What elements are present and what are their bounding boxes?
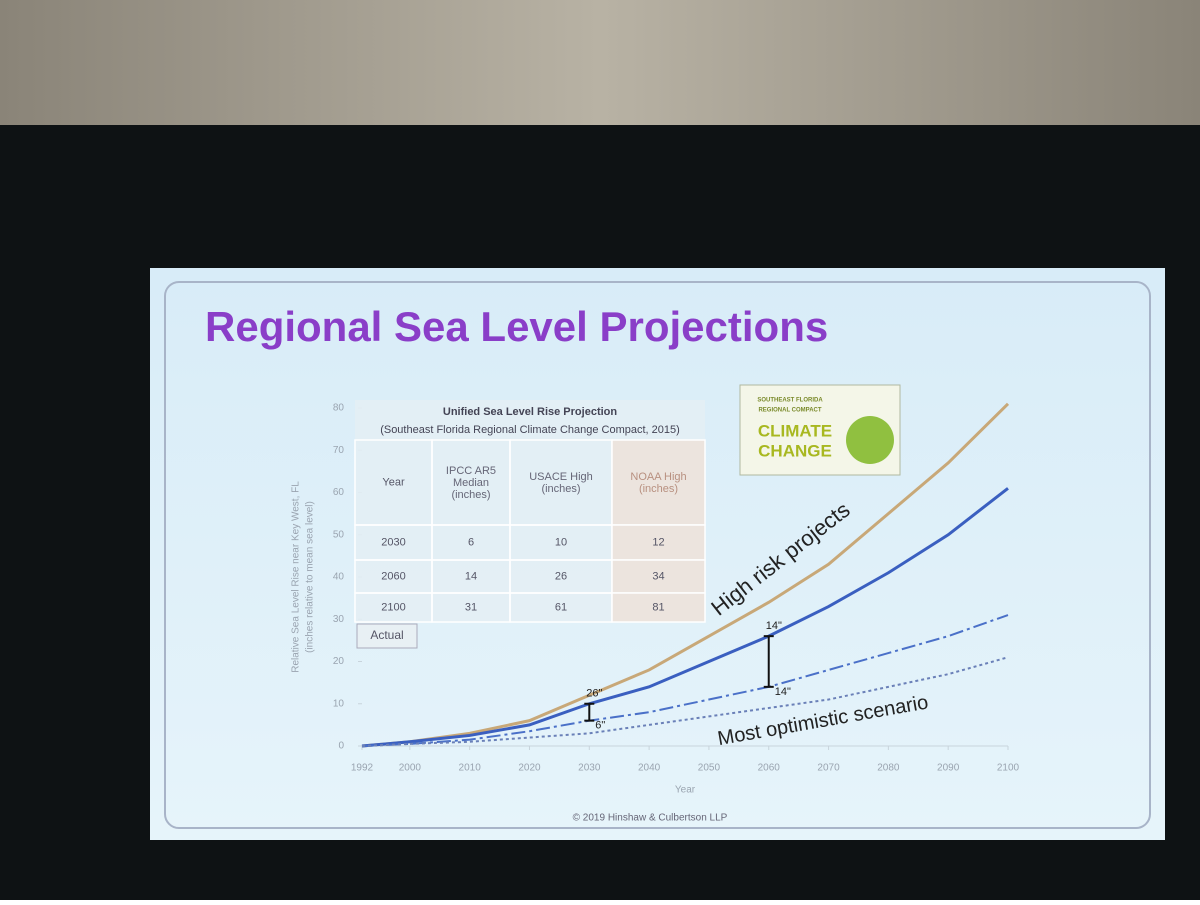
x-tick-label: 2050 (698, 763, 721, 774)
table-title: Unified Sea Level Rise Projection (443, 406, 618, 418)
x-axis-label: Year (675, 785, 696, 796)
table-cell-text: 14 (465, 570, 477, 582)
x-tick-label: 2100 (997, 763, 1020, 774)
y-tick-label: 10 (333, 698, 345, 709)
table-cell-text: 81 (652, 601, 664, 613)
x-tick-label: 2010 (459, 763, 482, 774)
annotation: 6" (595, 720, 605, 732)
y-tick-label: 60 (333, 487, 345, 498)
y-tick-label: 70 (333, 445, 345, 456)
table-cell-text: 26 (555, 570, 567, 582)
series-line (361, 402, 1010, 748)
table-header: IPCC AR5 Median (inches) (445, 464, 497, 501)
footer: © 2019 Hinshaw & Culbertson LLP (573, 813, 728, 824)
slide-title: Regional Sea Level Projections (205, 303, 828, 350)
table-cell-text: 61 (555, 601, 567, 613)
y-tick-label: 80 (333, 403, 345, 414)
table-cell-text: 31 (465, 601, 477, 613)
y-axis-label: Relative Sea Level Rise near Key West, F… (291, 481, 302, 673)
series-line (361, 656, 1009, 747)
y-tick-label: 30 (333, 614, 345, 625)
x-tick-label: 1992 (351, 763, 374, 774)
table-cell-text: 12 (652, 536, 664, 548)
table-subtitle: (Southeast Florida Regional Climate Chan… (380, 424, 680, 436)
table-cell (611, 524, 706, 561)
x-tick-label: 2070 (817, 763, 840, 774)
series-line (361, 614, 1009, 747)
slide-border (164, 281, 1151, 829)
annotation: Actual (370, 628, 403, 642)
x-tick-label: 2040 (638, 763, 661, 774)
y-tick-label: 40 (333, 572, 345, 583)
annotation: 26" (586, 688, 602, 700)
table-header: Year (382, 476, 405, 488)
table-cell (611, 439, 706, 526)
series-line (361, 487, 1009, 748)
wall (0, 0, 1200, 125)
logo-text: REGIONAL COMPACT (758, 408, 821, 414)
table-header-text: IPCC AR5 Median (inches) (445, 464, 497, 501)
annotation-box (356, 623, 418, 649)
table-cell (611, 559, 706, 594)
x-tick-label: 2060 (758, 763, 781, 774)
annotation: 14" (766, 620, 782, 632)
x-tick-label: 2080 (877, 763, 900, 774)
table-cell-text: 10 (555, 536, 567, 548)
y-tick-label: 20 (333, 656, 345, 667)
logo: SOUTHEAST FLORIDA REGIONAL COMPACT CLIMA… (739, 384, 901, 476)
logo-text: CHANGE (758, 441, 832, 460)
table-header-text: USACE High (inches) (529, 470, 593, 495)
x-tick-label: 2090 (937, 763, 960, 774)
table-header: USACE High (inches) (529, 470, 593, 495)
table-cell-text: 2030 (381, 536, 405, 548)
y-axis-label: (inches relative to mean sea level) (305, 501, 316, 653)
table-cell-text: 2060 (381, 570, 405, 582)
annotation: 14" (775, 686, 791, 698)
x-tick-label: 2000 (399, 763, 422, 774)
x-tick-label: 2030 (578, 763, 601, 774)
table-cell-text: 6 (468, 536, 474, 548)
logo-text: SOUTHEAST FLORIDA (757, 398, 823, 404)
table-cell-text: 2100 (381, 601, 405, 613)
y-tick-label: 0 (338, 741, 344, 752)
y-tick-label: 50 (333, 529, 345, 540)
table-cell (611, 592, 706, 623)
table-cell-text: 34 (652, 570, 664, 582)
logo-circle (846, 416, 894, 464)
logo-text: CLIMATE (758, 421, 832, 440)
table-header-text: NOAA High (inches) (630, 470, 687, 495)
x-tick-label: 2020 (518, 763, 541, 774)
table-header: NOAA High (inches) (630, 470, 687, 495)
